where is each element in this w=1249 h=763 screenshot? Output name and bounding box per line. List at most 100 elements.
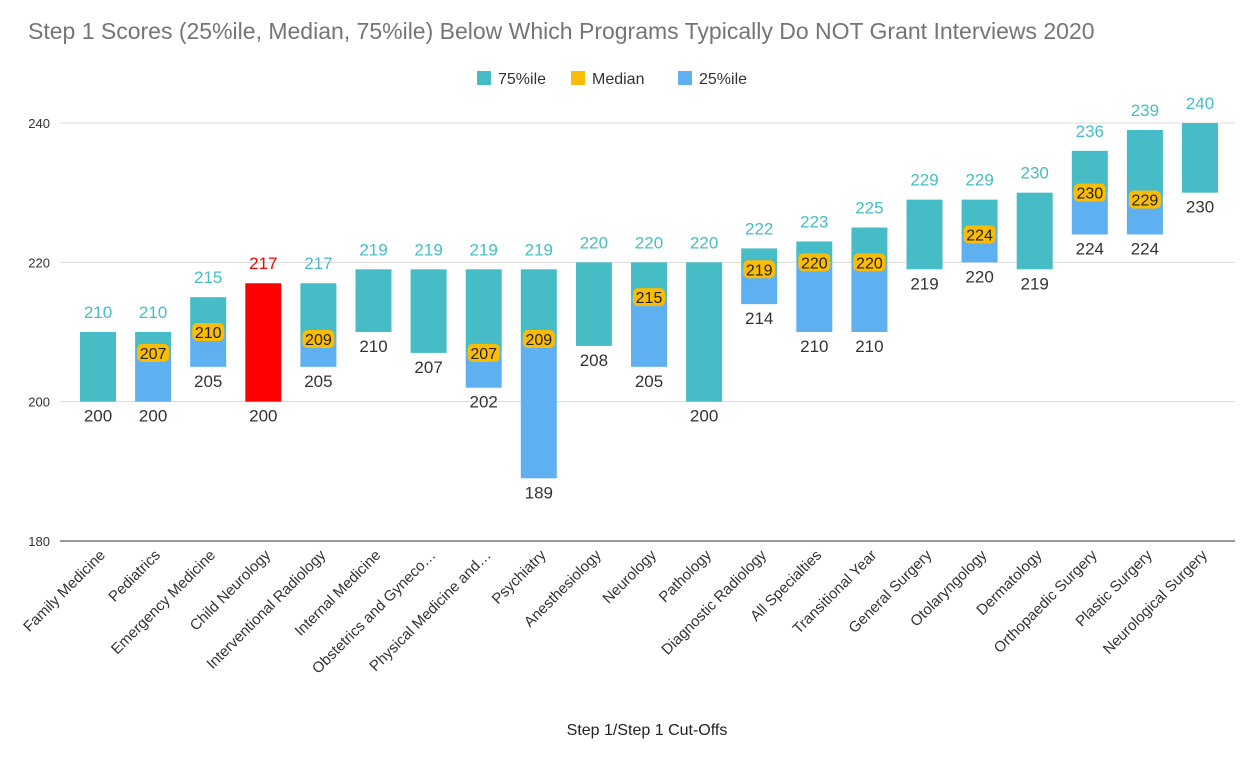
chart-title: Step 1 Scores (25%ile, Median, 75%ile) B… xyxy=(28,18,1095,44)
label-median-bg xyxy=(522,329,555,348)
label-75: 222 xyxy=(745,219,773,238)
label-median: 229 xyxy=(1132,193,1159,210)
label-median-bg xyxy=(798,253,831,272)
label-25: 210 xyxy=(800,337,828,356)
bar-group xyxy=(1016,192,1053,270)
bar-group xyxy=(300,283,337,367)
bar-25 xyxy=(631,297,667,367)
label-25: 200 xyxy=(84,407,112,426)
label-75: 220 xyxy=(690,233,718,252)
legend-swatch xyxy=(571,71,585,85)
label-median-bg xyxy=(467,343,500,362)
label-25: 210 xyxy=(359,337,387,356)
bar-group xyxy=(631,262,667,367)
bar-75 xyxy=(1182,123,1218,193)
x-tick-label: Family Medicine xyxy=(20,547,109,636)
label-median-bg xyxy=(633,288,665,307)
bar-group xyxy=(410,269,447,353)
label-median: 215 xyxy=(636,290,663,307)
bar-group xyxy=(465,269,502,388)
bar-group xyxy=(686,262,723,402)
label-25: 202 xyxy=(470,393,498,412)
label-median: 207 xyxy=(140,346,167,363)
legend-label: Median xyxy=(592,71,644,88)
label-25: 200 xyxy=(249,407,277,426)
label-75: 210 xyxy=(84,303,112,322)
label-75: 219 xyxy=(414,240,442,259)
label-median: 224 xyxy=(966,227,993,244)
x-tick-label: Neurological Surgery xyxy=(1100,546,1211,657)
label-75: 229 xyxy=(910,171,938,190)
label-75: 236 xyxy=(1076,122,1104,141)
label-median: 220 xyxy=(856,255,883,272)
bar-highlight xyxy=(245,283,282,402)
label-75: 219 xyxy=(470,240,498,259)
legend-item: 25%ile xyxy=(678,71,747,88)
label-median-bg xyxy=(963,225,996,244)
bar-75 xyxy=(465,269,502,353)
bar-group xyxy=(520,269,557,479)
label-25: 219 xyxy=(1021,274,1049,293)
bar-group xyxy=(355,269,392,332)
label-25: 214 xyxy=(745,309,773,328)
label-75: 220 xyxy=(580,233,608,252)
x-tick-label: Neurology xyxy=(599,546,660,607)
label-median-bg xyxy=(137,343,170,362)
bar-25 xyxy=(796,262,833,332)
bar-group xyxy=(1126,129,1163,235)
label-75: 230 xyxy=(1021,164,1049,183)
bar-75 xyxy=(1126,129,1163,200)
y-tick-label: 180 xyxy=(28,534,50,549)
label-25: 224 xyxy=(1131,239,1159,258)
label-75: 210 xyxy=(139,303,167,322)
label-75: 219 xyxy=(525,240,553,259)
label-median-bg xyxy=(1128,190,1161,209)
bar-25 xyxy=(851,262,888,332)
data-labels: 210 200 210 200 207 215 205 210 217 200 217 205 209 2… xyxy=(84,94,1214,502)
label-25: 200 xyxy=(139,407,167,426)
bar-75 xyxy=(686,262,723,402)
y-axis: 180 200 220 240 xyxy=(28,116,50,549)
bar-25 xyxy=(520,338,557,479)
bar-75 xyxy=(355,269,392,332)
label-median: 209 xyxy=(525,332,552,349)
x-axis-label: Step 1/Step 1 Cut-Offs xyxy=(567,722,728,739)
bar-group xyxy=(135,332,172,402)
label-median: 230 xyxy=(1076,186,1103,203)
legend-swatch xyxy=(678,71,692,85)
bar-group xyxy=(1182,123,1218,193)
label-75: 223 xyxy=(800,212,828,231)
label-75: 217 xyxy=(304,254,332,273)
label-75: 220 xyxy=(635,233,663,252)
label-median: 207 xyxy=(470,346,497,363)
y-tick-label: 240 xyxy=(28,116,50,131)
bar-75 xyxy=(300,283,337,339)
label-75: 239 xyxy=(1131,101,1159,120)
bar-75 xyxy=(1016,192,1053,270)
label-25: 224 xyxy=(1076,239,1104,258)
bar-group xyxy=(575,262,612,346)
legend-item: 75%ile xyxy=(477,71,546,88)
bar-75 xyxy=(410,269,447,353)
x-tick-label: Diagnostic Radiology xyxy=(658,546,770,658)
legend-label: 25%ile xyxy=(699,71,747,88)
label-median: 209 xyxy=(305,332,332,349)
label-median: 210 xyxy=(195,325,222,342)
bar-group xyxy=(851,227,888,332)
x-tick-label: Emergency Medicine xyxy=(108,547,219,658)
label-median: 220 xyxy=(801,255,828,272)
y-tick-label: 220 xyxy=(28,255,50,270)
label-median-bg xyxy=(302,329,335,348)
bar-75 xyxy=(80,332,116,402)
bar-group xyxy=(906,199,943,270)
x-tick-label: Orthopaedic Surgery xyxy=(991,546,1101,656)
bar-group xyxy=(80,332,116,402)
label-75: 217 xyxy=(249,254,277,273)
label-25: 210 xyxy=(855,337,883,356)
label-75: 215 xyxy=(194,268,222,287)
legend-swatch xyxy=(477,71,491,85)
legend: 75%ile Median 25%ile xyxy=(477,71,747,88)
legend-label: 75%ile xyxy=(498,71,546,88)
label-25: 219 xyxy=(910,274,938,293)
